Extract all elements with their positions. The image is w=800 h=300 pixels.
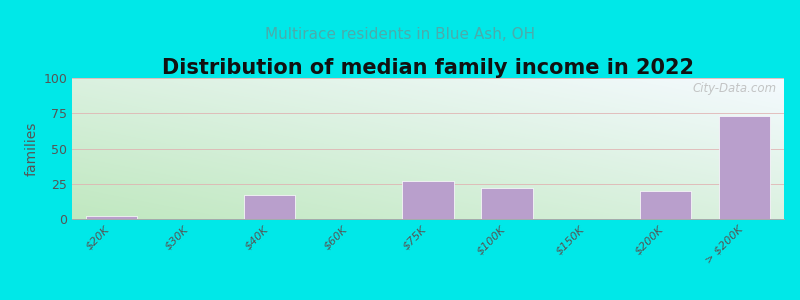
Bar xyxy=(482,188,533,219)
Bar xyxy=(640,191,691,219)
Bar xyxy=(402,181,454,219)
Bar xyxy=(86,216,138,219)
Title: Distribution of median family income in 2022: Distribution of median family income in … xyxy=(162,58,694,78)
Bar xyxy=(244,195,295,219)
Bar xyxy=(718,116,770,219)
Y-axis label: families: families xyxy=(25,121,39,176)
Text: City-Data.com: City-Data.com xyxy=(693,82,777,95)
Text: Multirace residents in Blue Ash, OH: Multirace residents in Blue Ash, OH xyxy=(265,27,535,42)
